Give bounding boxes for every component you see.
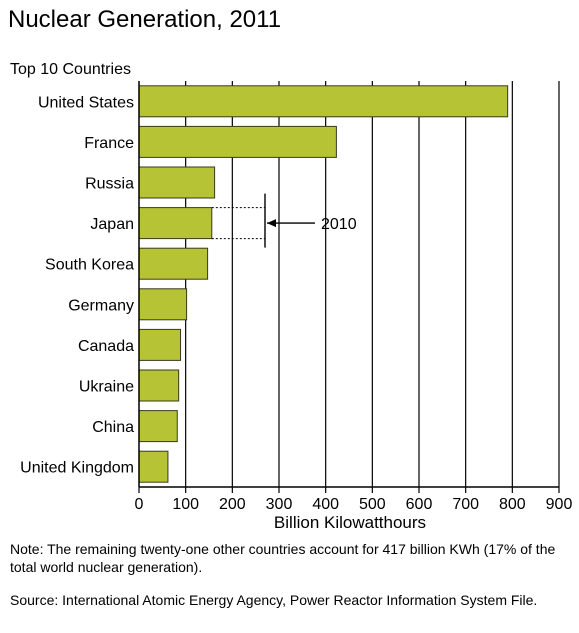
x-tick-label-900: 900 — [546, 496, 573, 513]
category-label-germany: Germany — [68, 297, 134, 314]
chart-title: Nuclear Generation, 2011 — [8, 6, 282, 33]
bar-united-states — [138, 85, 509, 118]
bar-japan — [138, 207, 213, 240]
category-label-japan: Japan — [90, 216, 134, 233]
x-tick-label-500: 500 — [359, 496, 386, 513]
x-tick-label-700: 700 — [452, 496, 479, 513]
bar-canada — [138, 328, 182, 361]
x-axis-label: Billion Kilowatthours — [273, 513, 427, 532]
bar-germany — [138, 288, 188, 321]
x-axis: 0 100 200 300 400 500 600 700 800 900 — [135, 81, 573, 513]
category-label-china: China — [92, 419, 134, 436]
category-label-south-korea: South Korea — [45, 257, 134, 274]
source-note: Source: International Atomic Energy Agen… — [10, 592, 538, 608]
category-label-united-kingdom: United Kingdom — [20, 460, 134, 477]
category-labels: United States France Russia Japan South Kore… — [20, 94, 134, 476]
x-tick-label-0: 0 — [135, 496, 144, 513]
category-label-russia: Russia — [85, 176, 134, 193]
x-tick-label-400: 400 — [312, 496, 339, 513]
bar-china — [138, 410, 178, 443]
grid-lines — [185, 81, 560, 487]
category-label-united-states: United States — [38, 94, 134, 111]
bars — [138, 85, 509, 483]
x-tick-label-600: 600 — [406, 496, 433, 513]
x-tick-label-200: 200 — [219, 496, 246, 513]
bar-france — [138, 125, 337, 158]
category-label-ukraine: Ukraine — [79, 379, 134, 396]
bar-ukraine — [138, 369, 180, 402]
category-label-france: France — [84, 135, 134, 152]
footnote: Note: The remaining twenty-one other cou… — [10, 541, 556, 575]
x-tick-label-300: 300 — [266, 496, 293, 513]
category-label-canada: Canada — [78, 338, 134, 355]
annotation-label: 2010 — [321, 216, 357, 233]
bar-south-korea — [138, 247, 209, 280]
chart-subtitle: Top 10 Countries — [10, 61, 131, 78]
x-tick-label-100: 100 — [172, 496, 199, 513]
x-tick-label-800: 800 — [499, 496, 526, 513]
annotation-arrow-head — [267, 219, 276, 228]
bar-russia — [138, 166, 216, 199]
annotation-2010: 2010 — [211, 193, 357, 248]
bar-united-kingdom — [138, 450, 169, 483]
